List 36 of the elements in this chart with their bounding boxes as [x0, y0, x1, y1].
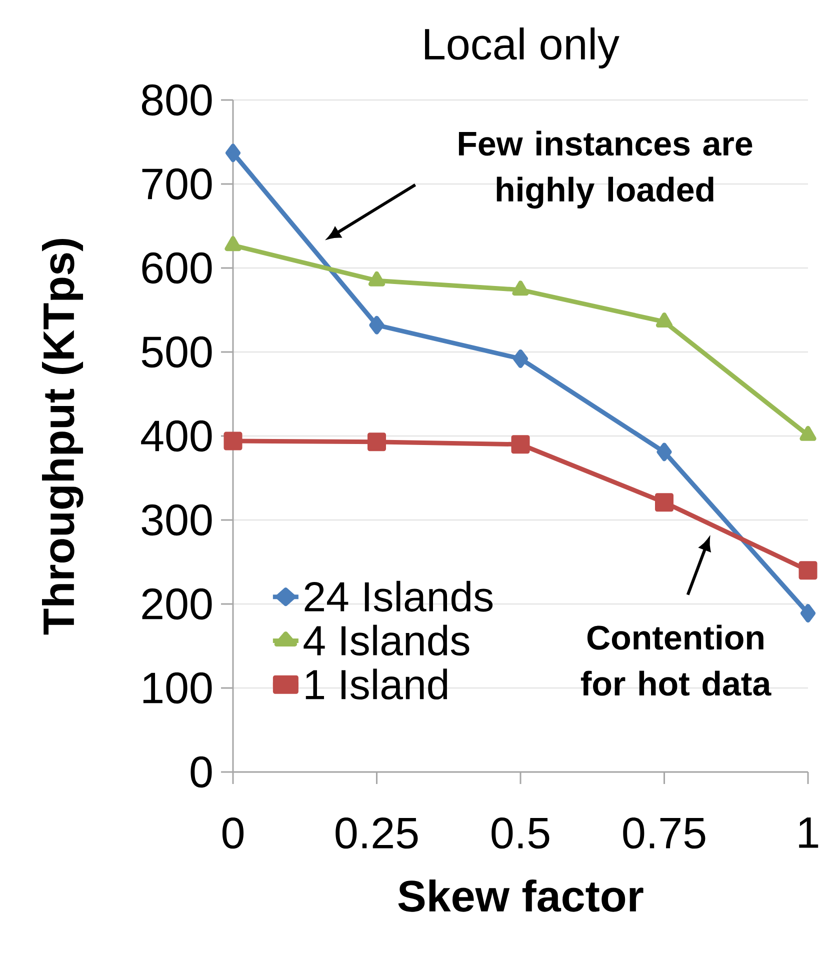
- point: [655, 493, 674, 512]
- x-tick-label: 0.75: [623, 818, 706, 849]
- point: [513, 349, 528, 368]
- y-tick-label: 700: [142, 168, 212, 200]
- y-tick-label: 600: [142, 252, 212, 284]
- legend-label: 4 Islands: [304, 624, 470, 656]
- legend-label: 24 Islands: [304, 580, 493, 612]
- point: [224, 432, 242, 450]
- annotation: Few instances are highly loaded: [458, 130, 752, 209]
- y-tick-label: 800: [142, 84, 212, 116]
- point: [656, 442, 672, 462]
- y-tick-label: 400: [141, 420, 212, 452]
- point: [656, 312, 673, 328]
- y-tick-label: 300: [142, 504, 212, 536]
- x-tick-label: 1: [799, 818, 818, 848]
- legend-label: 1 Island: [306, 668, 448, 700]
- annotation: Contention for hot data: [580, 624, 772, 696]
- y-tick-label: 200: [142, 588, 212, 620]
- y-tick-label: 100: [143, 672, 212, 704]
- point: [224, 236, 242, 252]
- point: [226, 144, 240, 162]
- point: [368, 271, 386, 286]
- x-axis-title: Skew factor: [398, 880, 644, 912]
- y-tick-label: 0: [190, 756, 212, 788]
- point: [369, 316, 384, 334]
- chart-title: Local only: [425, 27, 620, 68]
- y-tick-label: 500: [142, 336, 212, 368]
- x-tick-label: 0.25: [336, 818, 418, 849]
- y-axis-title: Throughput (KTps): [42, 239, 84, 635]
- point: [512, 280, 529, 296]
- x-tick-label: 0.5: [492, 818, 550, 849]
- point: [511, 435, 530, 454]
- x-tick-label: 0: [222, 818, 244, 849]
- point: [368, 432, 386, 452]
- point: [798, 561, 818, 580]
- point: [800, 604, 816, 622]
